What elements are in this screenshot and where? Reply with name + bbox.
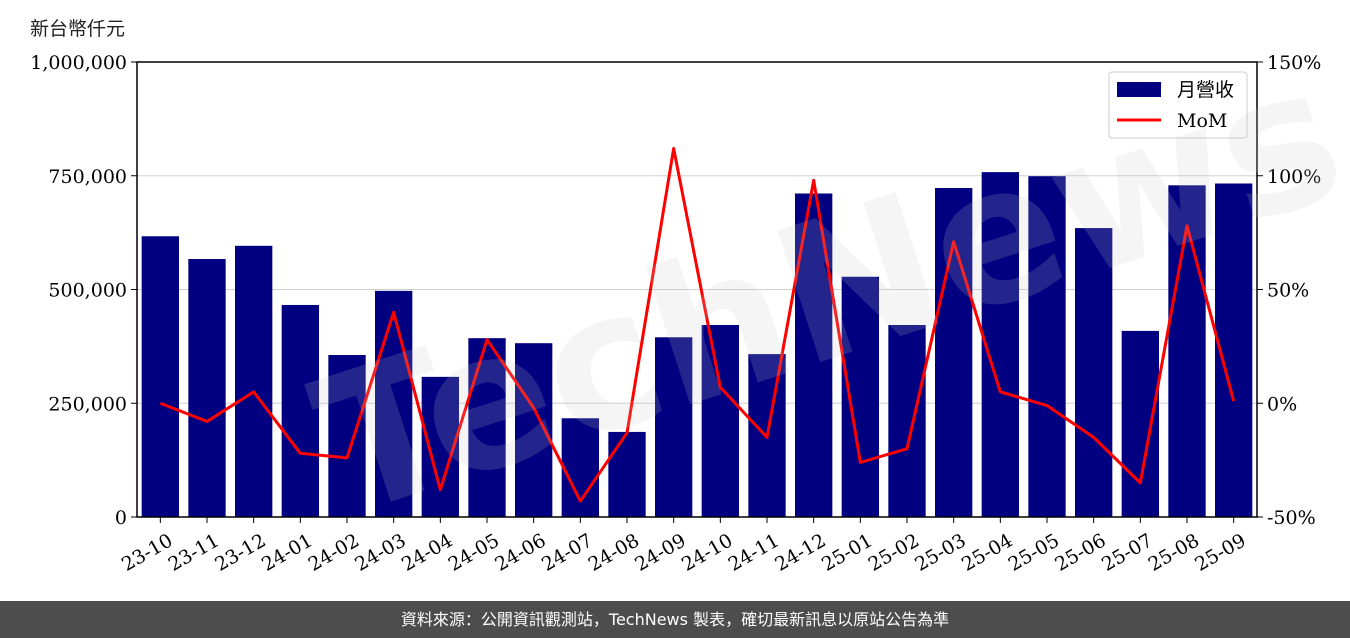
y-right-tick-label: 150% — [1267, 52, 1321, 74]
bar-25-04 — [981, 172, 1019, 518]
bar-24-06 — [515, 343, 553, 517]
x-tick-label: 25-06 — [1051, 529, 1109, 575]
source-footer: 資料來源：公開資訊觀測站，TechNews 製表，確切最新訊息以原站公告為準 — [0, 601, 1350, 638]
x-tick-label: 23-10 — [118, 529, 176, 575]
legend-label-mom: MoM — [1177, 110, 1227, 132]
x-tick-label: 23-12 — [211, 529, 269, 575]
bar-24-01 — [281, 304, 319, 517]
bar-24-09 — [655, 337, 693, 517]
bar-24-12 — [795, 193, 833, 517]
bar-25-08 — [1168, 185, 1206, 517]
x-tick-label: 25-02 — [865, 529, 923, 575]
legend-swatch-bar — [1117, 82, 1161, 97]
bar-24-02 — [328, 355, 366, 517]
y-left-tick-label: 250,000 — [48, 393, 127, 415]
x-tick-label: 25-04 — [958, 529, 1016, 575]
x-tick-label: 23-11 — [165, 529, 223, 575]
bar-25-07 — [1121, 330, 1159, 517]
bar-24-10 — [701, 324, 739, 517]
x-tick-label: 24-01 — [258, 529, 316, 575]
bar-25-06 — [1075, 228, 1113, 517]
y-right-tick-label: -50% — [1267, 507, 1316, 529]
x-tick-label: 25-09 — [1191, 529, 1249, 575]
y-left-tick-label: 500,000 — [48, 280, 127, 302]
x-tick-label: 24-12 — [771, 529, 829, 575]
bar-25-02 — [888, 324, 926, 517]
mom-line — [159, 146, 1236, 503]
y-right-tick-label: 0% — [1267, 393, 1297, 415]
y-left-tick-label: 1,000,000 — [30, 52, 127, 74]
bar-24-08 — [608, 431, 646, 517]
y-right-tick-label: 100% — [1267, 166, 1321, 188]
bar-25-01 — [841, 276, 879, 517]
bar-25-03 — [935, 188, 973, 517]
x-tick-label: 24-04 — [398, 529, 456, 575]
bar-23-10 — [141, 236, 179, 517]
x-tick-label: 24-07 — [538, 529, 596, 575]
bar-24-05 — [468, 338, 506, 517]
bar-24-03 — [375, 290, 413, 517]
x-tick-label: 24-02 — [305, 529, 363, 575]
x-tick-label: 25-03 — [911, 529, 969, 575]
bar-23-11 — [188, 259, 226, 517]
bar-23-12 — [235, 245, 273, 517]
y-left-tick-label: 0 — [115, 507, 127, 529]
x-tick-label: 24-08 — [585, 529, 643, 575]
x-tick-label: 24-11 — [725, 529, 783, 575]
x-tick-label: 24-06 — [491, 529, 549, 575]
x-tick-label: 24-05 — [445, 529, 503, 575]
x-tick-label: 25-08 — [1145, 529, 1203, 575]
x-tick-label: 24-03 — [351, 529, 409, 575]
chart-svg: 0 250,000 500,000 750,000 1,000,000 -50% 0% 50%… — [30, 52, 1321, 576]
x-tick-label: 25-07 — [1098, 529, 1156, 575]
bar-25-05 — [1028, 176, 1066, 517]
x-tick-label: 24-10 — [678, 529, 736, 575]
legend-label-revenue: 月營收 — [1177, 79, 1234, 101]
x-tick-label: 25-01 — [818, 529, 876, 575]
x-tick-label: 25-05 — [1005, 529, 1063, 575]
y-left-tick-label: 750,000 — [48, 166, 127, 188]
y-right-tick-label: 50% — [1267, 280, 1309, 302]
y-axis-unit-label: 新台幣仟元 — [30, 18, 126, 40]
x-tick-label: 24-09 — [631, 529, 689, 575]
